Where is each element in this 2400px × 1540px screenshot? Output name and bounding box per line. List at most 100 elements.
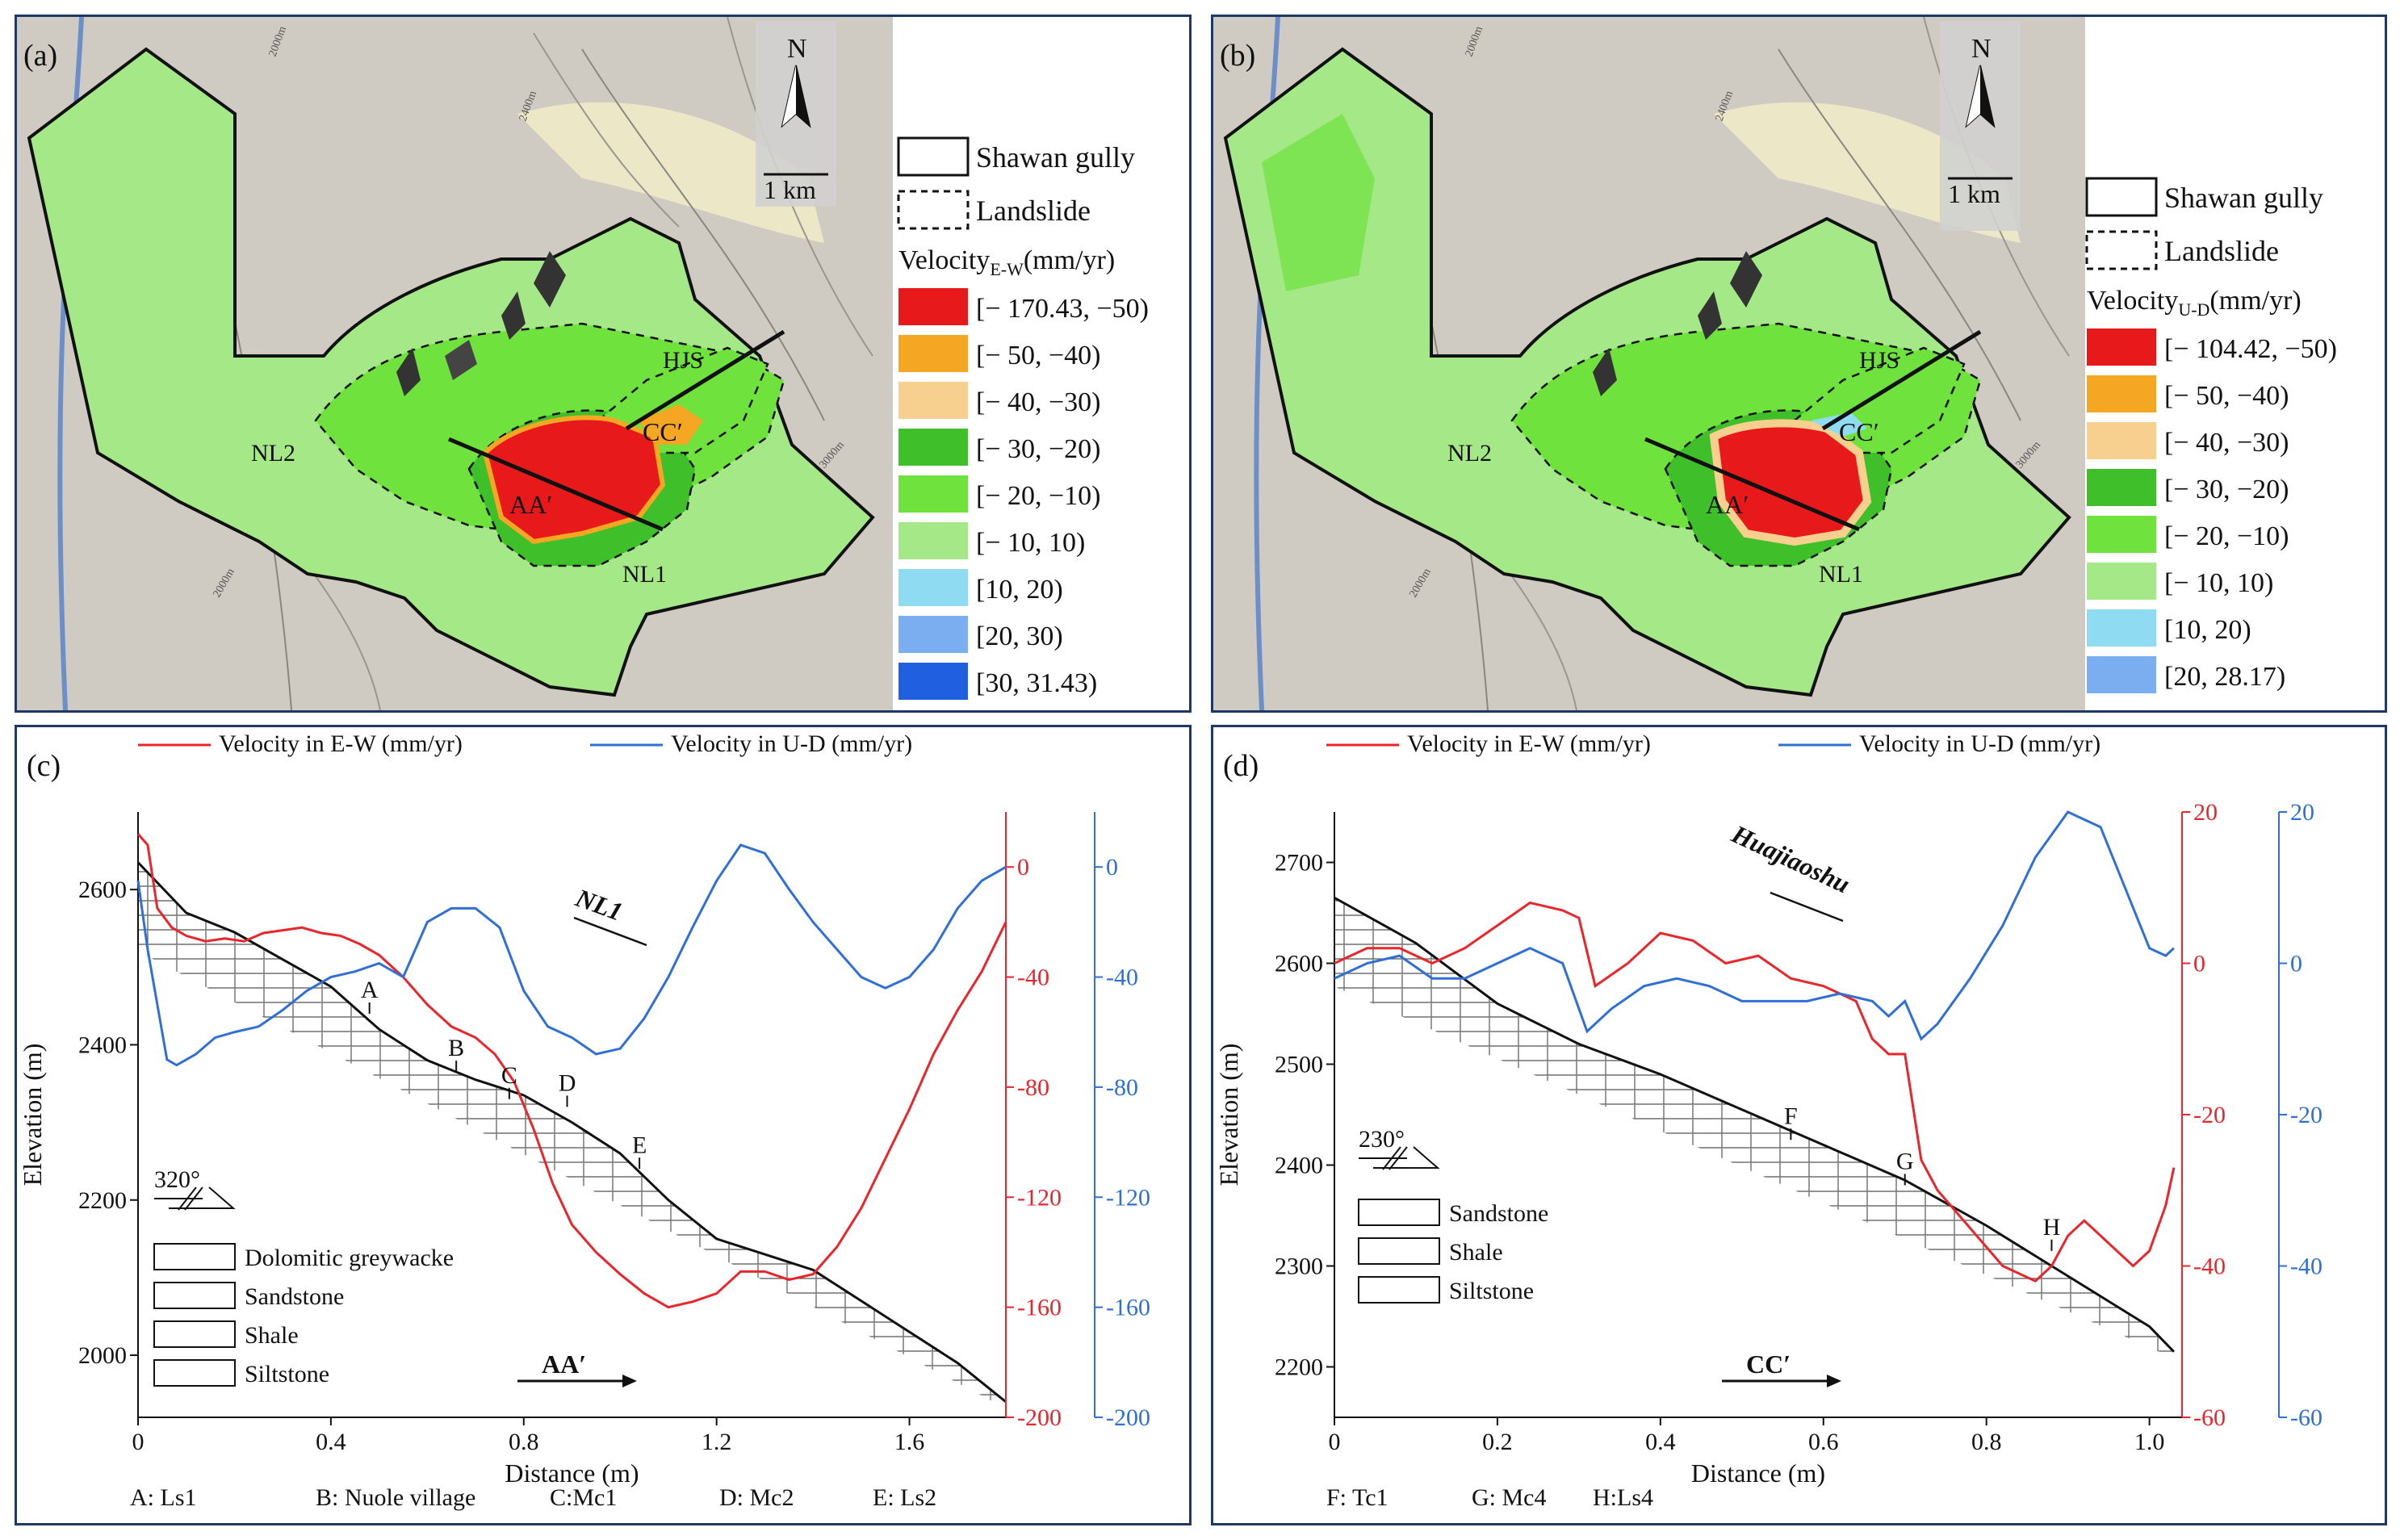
section-label: AA′ xyxy=(542,1350,586,1379)
legend-landslide-label: Landslide xyxy=(976,195,1091,227)
rock-legend-label: Siltstone xyxy=(245,1361,329,1387)
legend-ew-label: Velocity in E-W (mm/yr) xyxy=(1407,730,1651,757)
ground-surface-line xyxy=(136,861,1007,1403)
footnote-item: F: Tc1 xyxy=(1326,1484,1388,1511)
rock-legend-swatch xyxy=(153,1243,236,1270)
legend-gully-label: Shawan gully xyxy=(976,141,1135,174)
ew-tick-label: 20 xyxy=(2193,799,2218,826)
legend-item-label: [− 10, 10) xyxy=(2164,568,2273,598)
ew-tick-label: 0 xyxy=(1017,854,1029,881)
legend-color-swatch xyxy=(898,382,968,419)
legend-item-label: [20, 30) xyxy=(976,621,1063,651)
legend-gully-label: Shawan gully xyxy=(2164,182,2323,214)
ground-surface-line xyxy=(1334,896,2175,1353)
x-tick-label: 0.8 xyxy=(1971,1429,2002,1455)
rock-legend-swatch xyxy=(153,1320,236,1348)
ew-tick-label: -20 xyxy=(2193,1102,2226,1128)
profile-line-cc xyxy=(1821,329,1982,431)
x-tick-label: 0.4 xyxy=(316,1429,346,1455)
site-label: B xyxy=(448,1035,464,1061)
footnote-item: D: Mc2 xyxy=(719,1484,794,1511)
legend-item-label: [− 40, −30) xyxy=(2164,428,2289,458)
site-label: F xyxy=(1784,1103,1798,1129)
site-label: G xyxy=(1896,1149,1914,1175)
trend-label: Huajiaoshu xyxy=(1727,818,1854,898)
north-label: N xyxy=(1971,34,1992,64)
rock-outcrop xyxy=(501,291,526,340)
profile-line-aa xyxy=(448,437,664,532)
y-axis-label: Elevation (m) xyxy=(18,1044,47,1186)
legend-item-label: [− 20, −10) xyxy=(976,481,1101,511)
site-label: A xyxy=(361,977,379,1003)
y-tick-label: 2700 xyxy=(1275,850,1323,877)
rock-legend-swatch xyxy=(1358,1199,1440,1226)
strike-symbol xyxy=(1359,1146,1440,1170)
y-tick-label: 2500 xyxy=(1275,1052,1323,1078)
legend-title-main: Velocity xyxy=(2087,286,2178,316)
strike-label: 230° xyxy=(1359,1126,1405,1153)
rock-layer xyxy=(138,862,1006,1408)
legend-item-label: [− 104.42, −50) xyxy=(2164,334,2337,364)
legend-ud-label: Velocity in U-D (mm/yr) xyxy=(1859,730,2101,757)
x-tick-label: 0.4 xyxy=(1645,1429,1676,1455)
ud-tick-label: -200 xyxy=(1106,1404,1150,1431)
ud-tick-label: 0 xyxy=(2290,951,2302,977)
strike-label: 320° xyxy=(154,1166,200,1193)
map-label-hjs: HJS xyxy=(663,347,703,374)
legend-ew-label: Velocity in E-W (mm/yr) xyxy=(219,730,463,757)
map-legend: Shawan gully Landslide VelocityE-W(mm/yr) [… xyxy=(897,136,1149,700)
legend-item-label: [− 30, −20) xyxy=(2164,475,2289,504)
section-arrowhead xyxy=(1827,1375,1841,1387)
legend-title-unit: (mm/yr) xyxy=(2209,286,2301,316)
footnote-item: C:Mc1 xyxy=(550,1484,617,1511)
map-label-aa: AA′ xyxy=(509,490,552,519)
site-label: D xyxy=(559,1069,576,1096)
rock-outcrop xyxy=(1730,251,1762,308)
profile-panel-c: (c) Velocity in E-W (mm/yr) Velocity in U-… xyxy=(15,725,1192,1525)
map-label-nl1: NL1 xyxy=(1819,561,1863,588)
legend-color-swatch xyxy=(898,663,968,700)
legend-color-swatch xyxy=(2087,656,2156,693)
legend-title: VelocityU-D(mm/yr) xyxy=(2087,286,2302,320)
ud-tick-label: 20 xyxy=(2290,799,2314,826)
section-arrowhead xyxy=(622,1375,637,1387)
x-tick-label: 0 xyxy=(132,1429,145,1455)
rock-legend-label: Siltstone xyxy=(1449,1278,1534,1304)
panel-label-a: (a) xyxy=(23,39,57,73)
legend-landslide-swatch xyxy=(897,190,970,230)
ew-tick-label: -200 xyxy=(1017,1404,1062,1431)
legend-title: VelocityE-W(mm/yr) xyxy=(898,245,1115,279)
panel-label: (d) xyxy=(1223,749,1259,783)
section-label: CC′ xyxy=(1746,1350,1791,1379)
legend-item-label: [10, 20) xyxy=(976,575,1063,605)
x-tick-label: 0.6 xyxy=(1808,1429,1839,1455)
y-tick-label: 2400 xyxy=(78,1032,127,1058)
legend-color-swatch xyxy=(898,569,968,606)
legend-item-label: [20, 28.17) xyxy=(2164,662,2285,692)
legend-item-label: [− 30, −20) xyxy=(976,434,1101,464)
rock-legend-label: Shale xyxy=(245,1322,299,1349)
trend-arrow xyxy=(1770,891,1844,923)
rock-outcrop xyxy=(534,251,566,308)
legend-ud-label: Velocity in U-D (mm/yr) xyxy=(671,730,912,757)
legend-color-swatch xyxy=(898,616,968,653)
rock-legend-label: Sandstone xyxy=(1449,1200,1548,1227)
x-tick-label: 0.8 xyxy=(509,1429,539,1455)
map-legend: Shawan gully Landslide VelocityU-D(mm/yr) [… xyxy=(2085,177,2337,693)
deformation-zone-cc xyxy=(639,404,703,445)
legend-color-swatch xyxy=(2087,609,2156,647)
rock-outcrop xyxy=(1698,291,1722,340)
panel-label-b: (b) xyxy=(1220,39,1255,73)
profile-chart-c: (c) Velocity in E-W (mm/yr) Velocity in U-… xyxy=(18,730,1150,1511)
legend-color-swatch xyxy=(898,288,968,325)
map-label-nl2: NL2 xyxy=(1447,440,1492,467)
footnote-item: E: Ls2 xyxy=(873,1484,936,1511)
strike-symbol xyxy=(154,1186,236,1211)
ud-velocity-line xyxy=(136,843,1007,1067)
ud-velocity-line xyxy=(1334,810,2175,1041)
footnote-item: H:Ls4 xyxy=(1593,1484,1653,1511)
deformation-zone-aa xyxy=(1709,419,1872,546)
legend-color-swatch xyxy=(2087,375,2156,412)
legend-item-label: [− 50, −40) xyxy=(2164,381,2289,411)
rock-legend-swatch xyxy=(1358,1237,1440,1265)
